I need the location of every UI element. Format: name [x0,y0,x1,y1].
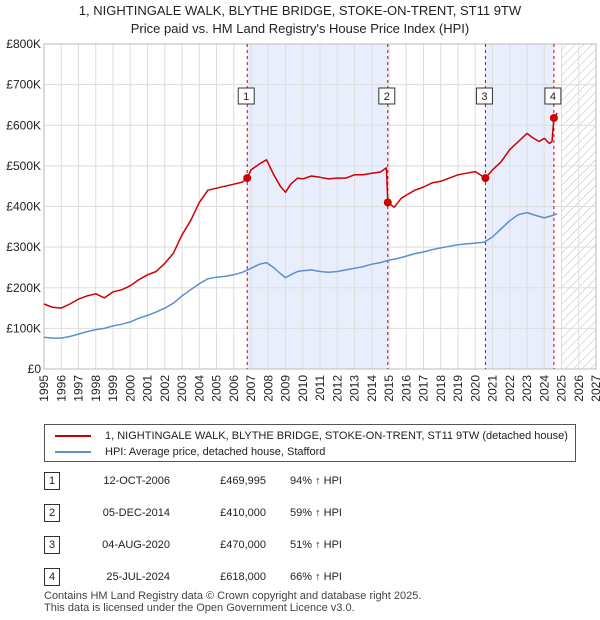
x-tick-label: 2001 [141,375,155,402]
footer: Contains HM Land Registry data © Crown c… [44,590,421,614]
x-tick-label: 2021 [486,375,500,402]
x-tick-label: 2009 [279,375,293,402]
x-tick-label: 2024 [537,375,551,402]
sale-date: 12-OCT-2006 [103,475,170,487]
sale-price: £469,995 [220,475,266,487]
x-tick-label: 2019 [451,375,465,402]
x-tick-label: 2022 [503,375,517,402]
x-tick-label: 1995 [37,375,51,402]
sale-row: 4 25-JUL-2024 £618,000 66% ↑ HPI [0,568,600,586]
sale-marker-label: 2 [384,91,390,103]
sale-number: 2 [44,504,60,522]
legend-item-property: 1, NIGHTINGALE WALK, BLYTHE BRIDGE, STOK… [55,428,568,444]
legend-hpi-swatch [55,451,91,454]
sale-price: £618,000 [220,571,266,583]
legend-item-hpi: HPI: Average price, detached house, Staf… [55,444,325,460]
sale-hpi-change: 51% ↑ HPI [290,539,342,551]
chart-title-line1: 1, NIGHTINGALE WALK, BLYTHE BRIDGE, STOK… [78,3,522,18]
series-line-hpi [43,211,558,339]
x-tick-label: 2000 [123,375,137,402]
x-tick-label: 2014 [365,375,379,402]
sale-number: 3 [44,536,60,554]
sale-marker-label: 4 [550,91,556,103]
x-tick-label: 2015 [382,375,396,402]
x-tick-label: 2010 [296,375,310,402]
y-tick-label: £700K [6,78,41,92]
sale-hpi-change: 66% ↑ HPI [290,571,342,583]
legend-property-label: 1, NIGHTINGALE WALK, BLYTHE BRIDGE, STOK… [105,430,568,442]
x-tick-label: 2007 [244,375,258,402]
x-tick-label: 2013 [348,375,362,402]
y-tick-label: £100K [6,321,41,335]
sale-marker-box [544,87,562,105]
chart-legend: 1, NIGHTINGALE WALK, BLYTHE BRIDGE, STOK… [44,424,576,462]
y-tick-label: £0 [28,362,42,376]
footer-licence: This data is licensed under the Open Gov… [44,602,355,614]
legend-property-swatch [55,435,91,438]
sale-row: 2 05-DEC-2014 £410,000 59% ↑ HPI [0,504,600,522]
sale-price: £410,000 [220,507,266,519]
series-line-property [43,112,558,309]
x-tick-label: 1998 [89,375,103,402]
y-tick-label: £800K [6,37,41,51]
sale-marker-label: 1 [243,91,249,103]
y-tick-label: £200K [6,281,41,295]
x-tick-label: 1999 [106,375,120,402]
y-tick-label: £300K [6,240,41,254]
sale-point [481,174,490,183]
x-tick-label: 2025 [555,375,569,402]
sale-marker-box [475,87,493,105]
x-tick-label: 2006 [227,375,241,402]
x-tick-label: 2023 [520,375,534,402]
x-tick-label: 2017 [417,375,431,402]
x-tick-label: 1996 [54,375,68,402]
sale-marker-label: 3 [481,91,487,103]
sale-point [383,198,392,207]
chart-title-line2: Price paid vs. HM Land Registry's House … [130,21,470,36]
sale-point [549,113,558,122]
x-tick-label: 2026 [572,375,586,402]
x-tick-label: 2004 [192,375,206,402]
price-chart: £0 £100K £200K £300K £400K £500K £600K £700K £80… [6,37,600,402]
sale-date: 04-AUG-2020 [102,539,170,551]
x-tick-label: 2008 [261,375,275,402]
plot-border [43,43,597,370]
y-tick-label: £600K [6,118,41,132]
sale-row: 3 04-AUG-2020 £470,000 51% ↑ HPI [0,536,600,554]
legend-hpi-label: HPI: Average price, detached house, Staf… [105,446,326,458]
x-tick-label: 2018 [434,375,448,402]
sale-marker-box [378,87,396,105]
chart-title: 1, NIGHTINGALE WALK, BLYTHE BRIDGE, STOK… [0,2,600,38]
y-tick-label: £500K [6,159,41,173]
x-tick-label: 2012 [330,375,344,402]
x-tick-label: 2016 [399,375,413,402]
sale-hpi-change: 94% ↑ HPI [290,475,342,487]
x-tick-label: 2020 [468,375,482,402]
x-tick-label: 2002 [158,375,172,402]
x-tick-label: 2005 [210,375,224,402]
sale-price: £470,000 [220,539,266,551]
sale-number: 1 [44,472,60,490]
sale-hpi-change: 59% ↑ HPI [290,507,342,519]
sale-point [243,174,252,183]
footer-copyright: Contains HM Land Registry data © Crown c… [44,590,422,602]
x-tick-label: 2027 [589,375,600,402]
sale-number: 4 [44,568,60,586]
y-tick-label: £400K [6,200,41,214]
x-tick-label: 2011 [313,375,327,401]
x-tick-label: 1997 [72,375,86,402]
sale-date: 25-JUL-2024 [106,571,170,583]
sale-date: 05-DEC-2014 [102,507,170,519]
sale-row: 1 12-OCT-2006 £469,995 94% ↑ HPI [0,472,600,490]
x-tick-label: 2003 [175,375,189,402]
sale-marker-box [237,87,255,105]
